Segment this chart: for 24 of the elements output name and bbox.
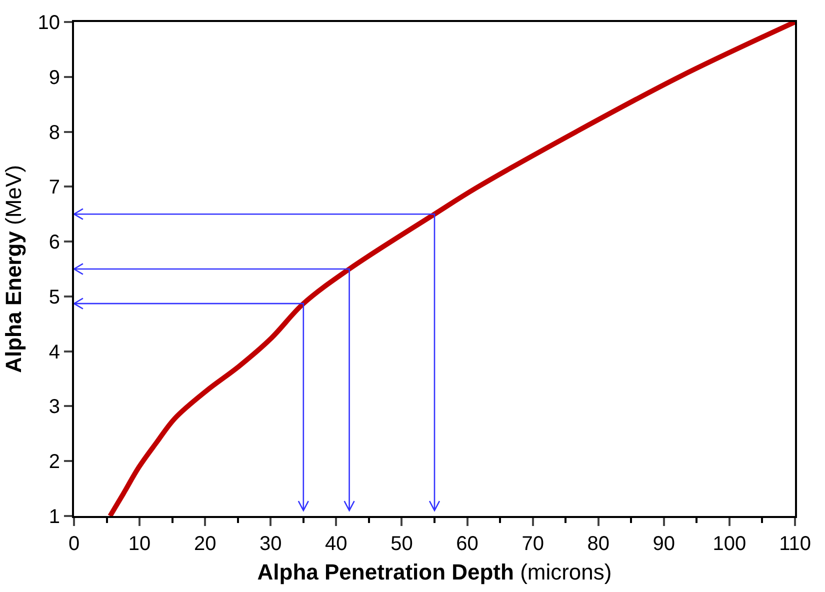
x-tick-label: 80 <box>587 533 610 555</box>
x-tick-label: 90 <box>652 533 676 555</box>
x-axis-title: Alpha Penetration Depth (microns) <box>257 559 612 584</box>
x-tick-label: 100 <box>712 533 746 555</box>
y-tick-label: 4 <box>48 341 60 364</box>
y-tick-label: 7 <box>48 176 60 199</box>
y-tick-label: 2 <box>48 451 60 474</box>
x-tick-label: 20 <box>194 533 216 555</box>
x-tick-label: 40 <box>325 533 348 555</box>
x-tick-label: 10 <box>128 533 151 555</box>
y-tick-label: 10 <box>38 12 60 34</box>
x-tick-label: 60 <box>456 533 478 555</box>
y-tick-label: 8 <box>48 122 60 144</box>
y-tick-label: 3 <box>48 396 60 418</box>
y-tick-label: 6 <box>48 232 60 254</box>
x-tick-label: 30 <box>260 533 282 555</box>
x-tick-label: 0 <box>68 533 80 555</box>
x-tick-label: 70 <box>522 533 544 555</box>
y-tick-label: 5 <box>48 286 60 308</box>
y-axis-title: Alpha Energy (MeV) <box>1 165 26 373</box>
y-tick-label: 9 <box>48 66 60 89</box>
x-tick-label: 50 <box>390 533 413 555</box>
y-tick-label: 1 <box>48 506 60 528</box>
x-tick-label: 110 <box>779 533 811 555</box>
